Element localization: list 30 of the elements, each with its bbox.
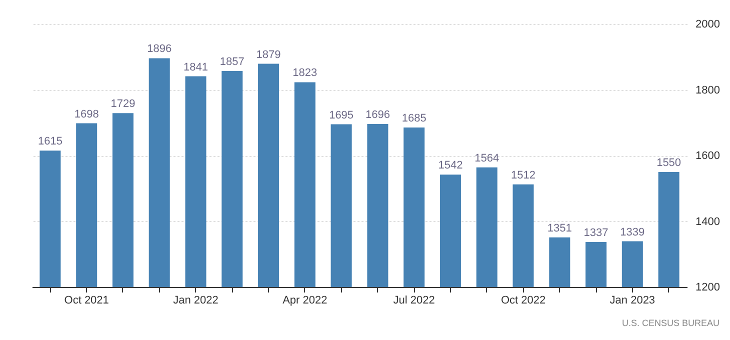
data-label: 1823 (292, 67, 318, 80)
data-label: 1685 (402, 112, 426, 125)
data-label: 1841 (184, 61, 208, 74)
data-label: 1550 (656, 156, 682, 169)
x-tick-label: Jul 2022 (393, 294, 435, 306)
y-tick-label: 1600 (696, 150, 720, 162)
data-label: 1695 (329, 109, 354, 122)
data-label: 1512 (511, 169, 536, 182)
x-tick-label: Oct 2021 (64, 294, 109, 306)
data-label: 1542 (438, 160, 463, 172)
text: U.S. CENSUS BUREAU (622, 318, 720, 328)
data-label: 1339 (620, 226, 645, 238)
data-label: 1879 (256, 48, 281, 61)
y-tick-label: 1800 (696, 84, 720, 96)
x-tick-label: Oct 2022 (500, 294, 546, 306)
x-tick-label: Jan 2022 (173, 294, 218, 306)
data-label: 1896 (147, 43, 172, 56)
y-tick-label: 2000 (696, 18, 720, 30)
data-label: 1698 (74, 108, 99, 120)
data-label: 1615 (38, 136, 62, 148)
y-tick-label: 1400 (696, 216, 720, 228)
data-label: 1729 (110, 98, 136, 110)
data-label: 1857 (220, 56, 244, 68)
data-label: 1351 (547, 222, 572, 234)
data-label: 1337 (584, 226, 608, 239)
x-tick-label: Jan 2023 (610, 294, 656, 306)
data-label: 1696 (365, 108, 390, 121)
x-tick-label: Apr 2022 (282, 294, 328, 306)
data-label: 1564 (474, 152, 500, 164)
y-tick-label: 1200 (696, 282, 720, 294)
